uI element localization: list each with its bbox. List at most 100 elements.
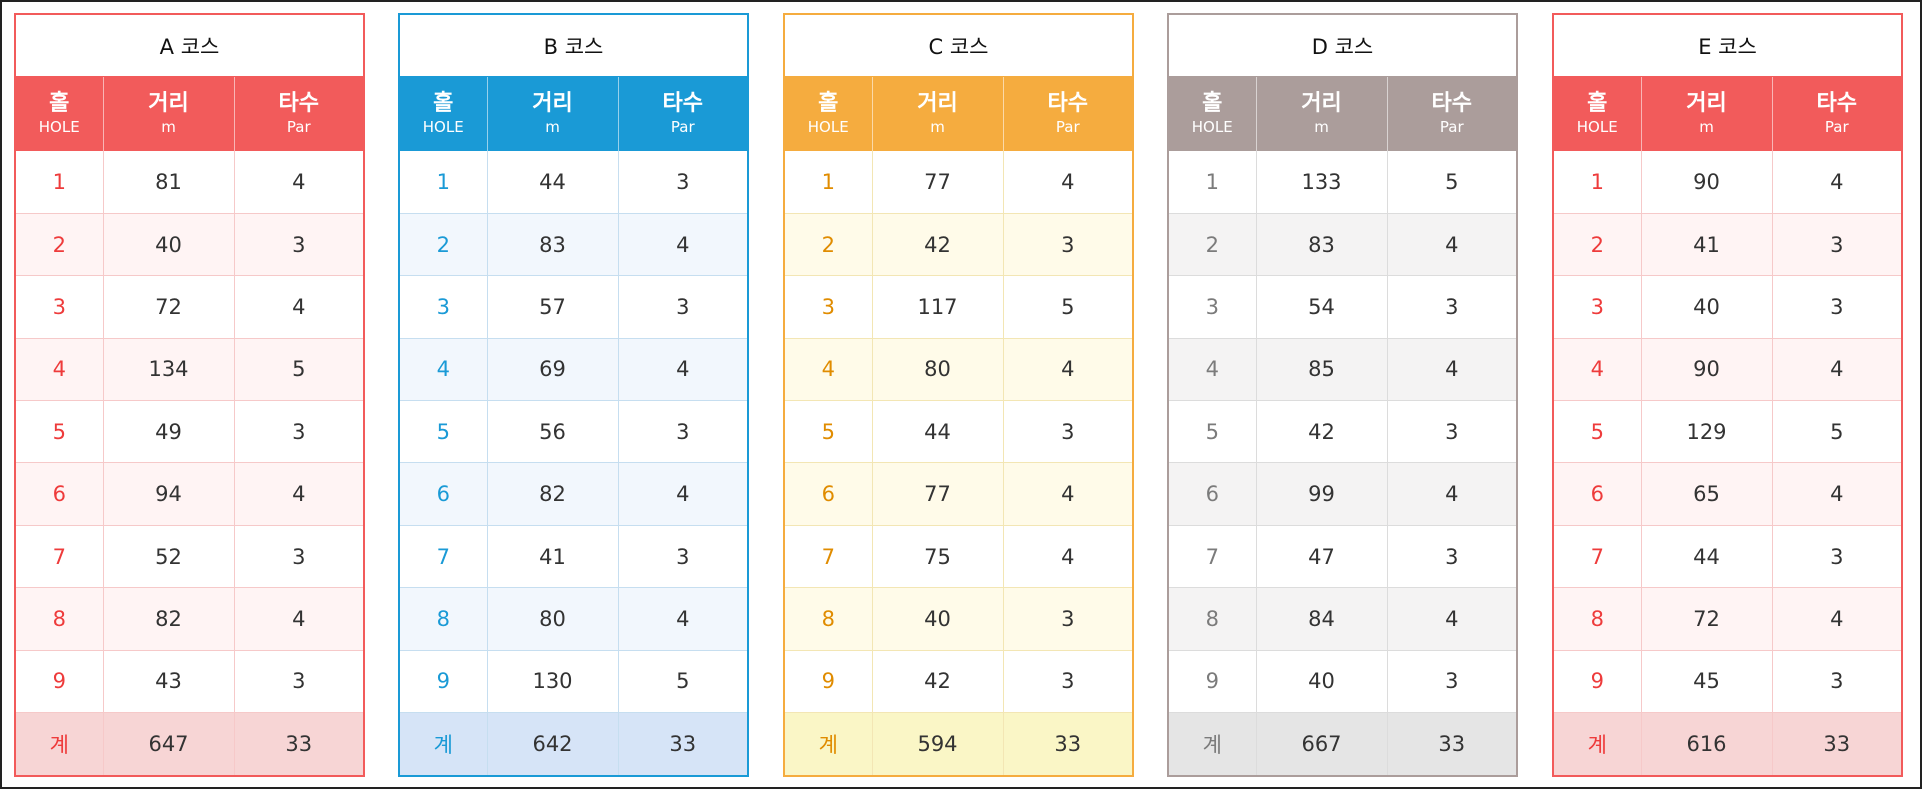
table-row: 6 77 4 [785,462,1132,526]
table-row: 3 117 5 [785,275,1132,339]
hole-par: 3 [1003,650,1132,714]
hole-distance: 40 [103,213,235,277]
hole-par: 3 [1003,400,1132,464]
hole-number: 1 [16,151,104,214]
hole-number: 1 [400,151,488,214]
header-hole: 홀 HOLE [400,77,488,151]
hole-distance: 41 [1641,213,1773,277]
hole-distance: 65 [1641,462,1773,526]
total-label: 계 [1554,712,1642,775]
header-row: 홀 HOLE 거리 m 타수 Par [785,77,1132,151]
hole-par: 3 [1003,587,1132,651]
hole-number: 1 [1169,151,1257,214]
header-par: 타수 Par [1003,77,1132,151]
hole-par: 5 [618,650,747,714]
table-row: 7 52 3 [16,525,363,589]
hole-distance: 57 [487,275,619,339]
hole-par: 4 [618,338,747,402]
hole-number: 8 [1169,587,1257,651]
hole-distance: 82 [487,462,619,526]
table-row: 1 90 4 [1554,151,1901,214]
hole-distance: 81 [103,151,235,214]
table-row: 6 94 4 [16,462,363,526]
hole-distance: 77 [872,151,1004,214]
header-par: 타수 Par [1772,77,1901,151]
hole-par: 4 [234,275,363,339]
hole-number: 6 [1169,462,1257,526]
hole-distance: 52 [103,525,235,589]
hole-number: 7 [1169,525,1257,589]
table-row: 1 44 3 [400,151,747,214]
hole-number: 1 [785,151,873,214]
hole-distance: 49 [103,400,235,464]
hole-par: 4 [1772,338,1901,402]
hole-number: 4 [16,338,104,402]
hole-number: 9 [1169,650,1257,714]
hole-par: 3 [618,275,747,339]
hole-number: 3 [785,275,873,339]
hole-distance: 42 [872,213,1004,277]
hole-distance: 82 [103,587,235,651]
hole-par: 4 [618,213,747,277]
table-row: 3 40 3 [1554,275,1901,339]
hole-number: 3 [1554,275,1642,339]
course-d-table: D 코스 홀 HOLE 거리 m 타수 Par 1 133 5 2 83 4 3 54 3 4 85 4 5 42 3 6 9… [1167,13,1518,777]
header-distance: 거리 m [1641,77,1773,151]
table-row: 9 40 3 [1169,650,1516,714]
total-par: 33 [618,712,747,775]
table-row: 9 45 3 [1554,650,1901,714]
header-distance: 거리 m [872,77,1004,151]
hole-par: 4 [1387,462,1516,526]
hole-par: 5 [234,338,363,402]
hole-number: 7 [785,525,873,589]
hole-par: 4 [1003,338,1132,402]
hole-distance: 134 [103,338,235,402]
hole-number: 2 [400,213,488,277]
hole-distance: 80 [487,587,619,651]
header-distance: 거리 m [1256,77,1388,151]
table-row: 6 65 4 [1554,462,1901,526]
hole-par: 3 [618,151,747,214]
hole-number: 6 [1554,462,1642,526]
hole-number: 8 [1554,587,1642,651]
course-title: B 코스 [400,15,747,77]
hole-number: 4 [1554,338,1642,402]
table-row: 5 44 3 [785,400,1132,464]
header-row: 홀 HOLE 거리 m 타수 Par [1554,77,1901,151]
total-label: 계 [1169,712,1257,775]
hole-par: 3 [1387,650,1516,714]
table-row: 2 41 3 [1554,213,1901,277]
table-row: 4 134 5 [16,338,363,402]
scorecard-table: 홀 HOLE 거리 m 타수 Par 1 81 4 2 40 3 3 72 4 4 134 5 5 49 3 6 94 4 7 5… [16,77,363,775]
hole-distance: 83 [487,213,619,277]
hole-distance: 40 [1256,650,1388,714]
table-row: 1 77 4 [785,151,1132,214]
table-row: 4 80 4 [785,338,1132,402]
header-row: 홀 HOLE 거리 m 타수 Par [1169,77,1516,151]
hole-number: 5 [785,400,873,464]
hole-number: 5 [1554,400,1642,464]
header-hole: 홀 HOLE [785,77,873,151]
header-hole: 홀 HOLE [16,77,104,151]
total-par: 33 [1772,712,1901,775]
hole-distance: 130 [487,650,619,714]
hole-distance: 117 [872,275,1004,339]
table-row: 8 82 4 [16,587,363,651]
header-row: 홀 HOLE 거리 m 타수 Par [16,77,363,151]
course-e-table: E 코스 홀 HOLE 거리 m 타수 Par 1 90 4 2 41 3 3 40 3 4 90 4 5 129 5 6 6… [1552,13,1903,777]
hole-par: 3 [1772,525,1901,589]
table-row: 7 41 3 [400,525,747,589]
hole-distance: 54 [1256,275,1388,339]
hole-distance: 44 [1641,525,1773,589]
hole-distance: 45 [1641,650,1773,714]
hole-number: 4 [785,338,873,402]
table-row: 8 84 4 [1169,587,1516,651]
hole-number: 9 [16,650,104,714]
table-row: 8 80 4 [400,587,747,651]
hole-par: 3 [618,400,747,464]
header-par: 타수 Par [234,77,363,151]
hole-par: 3 [1387,525,1516,589]
table-row: 9 42 3 [785,650,1132,714]
header-row: 홀 HOLE 거리 m 타수 Par [400,77,747,151]
